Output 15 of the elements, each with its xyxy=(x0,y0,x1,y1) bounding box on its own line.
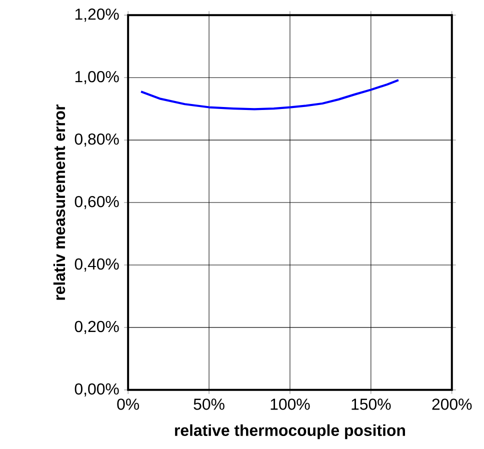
y-tick-label: 0,40% xyxy=(74,258,119,272)
y-axis-title: relativ measurement error xyxy=(53,104,66,300)
y-tick-label: 0,60% xyxy=(74,196,119,210)
x-tick-label: 0% xyxy=(117,398,140,410)
y-tick-label: 0,00% xyxy=(74,383,119,397)
y-tick-label: 1,20% xyxy=(75,8,119,22)
x-axis-title: relative thermocouple position xyxy=(175,424,405,440)
x-tick-label: 150% xyxy=(352,398,391,410)
y-tick-label: 0,20% xyxy=(74,320,119,334)
x-tick-label: 200% xyxy=(432,398,472,410)
line-series xyxy=(140,79,400,110)
x-tick-label: 100% xyxy=(270,398,310,410)
x-tick-label: 50% xyxy=(194,398,224,410)
y-tick-label: 0,80% xyxy=(74,134,119,147)
y-tick-label: 1,00% xyxy=(75,71,119,84)
